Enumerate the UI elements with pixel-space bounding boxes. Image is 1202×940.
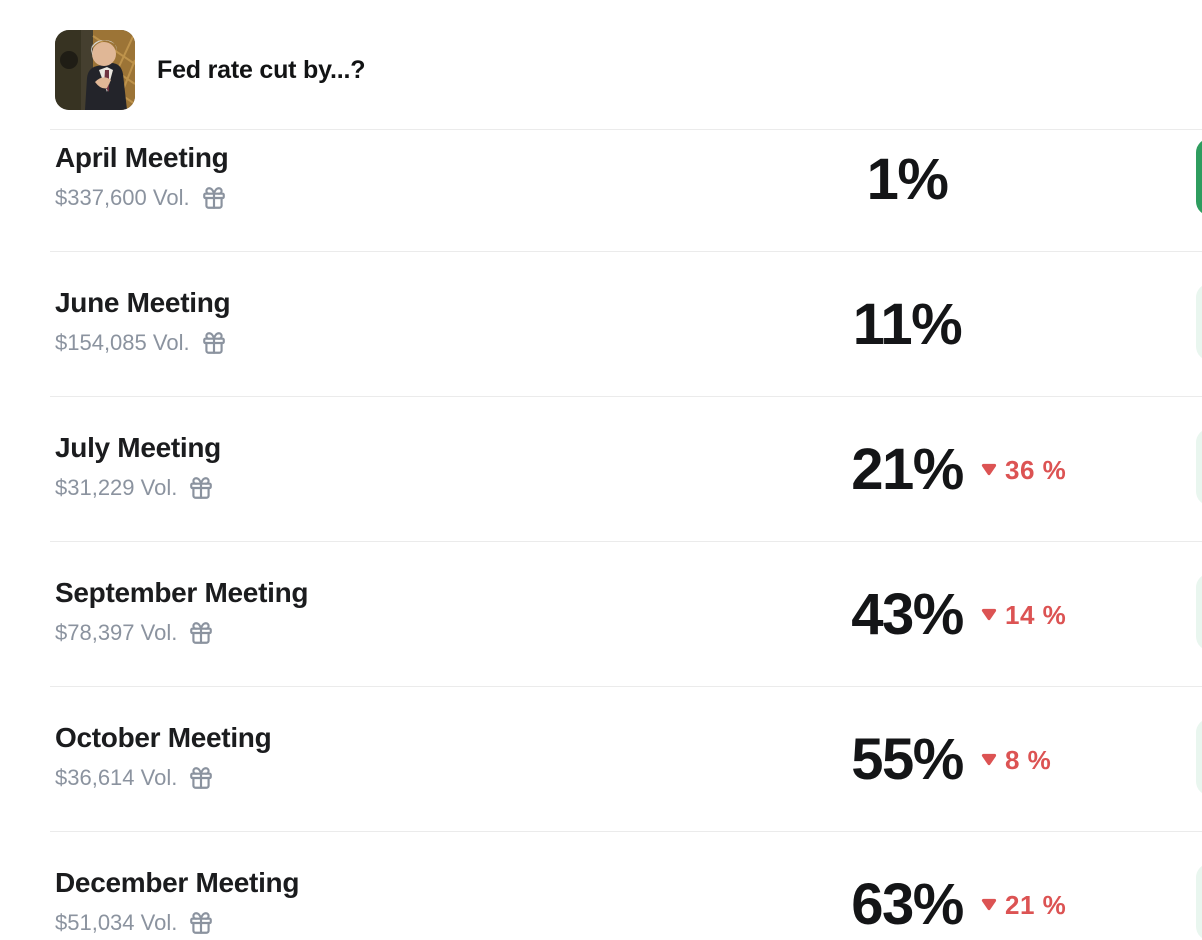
volume-value: $78,397 Vol. (55, 619, 178, 645)
market-title: September Meeting (55, 576, 309, 608)
buy-button[interactable] (1196, 428, 1202, 505)
buy-button[interactable] (1196, 283, 1202, 360)
chance-value: 1% (866, 146, 949, 212)
volume-line: $337,600 Vol. (55, 184, 228, 212)
row-meta: June Meeting $154,085 Vol. (55, 286, 231, 357)
triangle-down-icon (981, 753, 997, 766)
buy-button[interactable] (1196, 863, 1202, 940)
row-meta: April Meeting $337,600 Vol. (55, 141, 229, 212)
volume-line: $51,034 Vol. (55, 909, 299, 937)
market-row-april[interactable]: April Meeting $337,600 Vol. 1% (0, 107, 1202, 252)
chance-value: 43% (851, 581, 964, 647)
gift-icon[interactable] (201, 185, 227, 211)
buy-button[interactable] (1196, 718, 1202, 795)
volume-value: $337,600 Vol. (55, 184, 190, 210)
gift-icon[interactable] (188, 765, 214, 791)
powell-photo-illustration (55, 30, 135, 110)
gift-icon[interactable] (201, 330, 227, 356)
volume-line: $78,397 Vol. (55, 619, 308, 647)
gift-icon[interactable] (188, 475, 214, 501)
market-title: October Meeting (55, 721, 272, 753)
change-value: 21 % (1005, 889, 1067, 920)
row-meta: December Meeting $51,034 Vol. (55, 867, 299, 937)
market-title: June Meeting (55, 286, 231, 318)
change-value: 36 % (1005, 454, 1067, 485)
market-row-october[interactable]: October Meeting $36,614 Vol. 55% 8 % (0, 687, 1202, 832)
row-meta: July Meeting $31,229 Vol. (55, 432, 221, 502)
buy-button[interactable] (1196, 573, 1202, 650)
market-row-december[interactable]: December Meeting $51,034 Vol. 63% 21 % (0, 832, 1202, 940)
market-header: Fed rate cut by...? (0, 0, 1202, 130)
gift-icon[interactable] (188, 620, 214, 646)
chance-value: 11% (852, 291, 963, 357)
volume-value: $51,034 Vol. (55, 909, 178, 935)
triangle-down-icon (981, 463, 997, 476)
change-indicator: 36 % (981, 457, 1066, 483)
change-indicator: 21 % (981, 892, 1066, 918)
market-title: April Meeting (55, 141, 229, 173)
market-list: April Meeting $337,600 Vol. 1% June Meet… (0, 107, 1202, 940)
change-indicator: 14 % (981, 602, 1066, 628)
volume-value: $154,085 Vol. (55, 329, 190, 355)
volume-line: $154,085 Vol. (55, 329, 230, 357)
market-title: July Meeting (55, 431, 221, 463)
change-indicator: 8 % (981, 747, 1051, 773)
market-question: Fed rate cut by...? (157, 55, 366, 84)
avatar (55, 30, 135, 110)
triangle-down-icon (981, 898, 997, 911)
volume-value: $36,614 Vol. (55, 764, 178, 790)
buy-button[interactable] (1196, 138, 1202, 215)
triangle-down-icon (981, 608, 997, 621)
volume-line: $31,229 Vol. (55, 474, 221, 502)
volume-line: $36,614 Vol. (55, 764, 271, 792)
row-meta: October Meeting $36,614 Vol. (55, 721, 272, 792)
volume-value: $31,229 Vol. (55, 474, 178, 500)
row-meta: September Meeting $78,397 Vol. (55, 577, 308, 647)
chance-value: 55% (851, 726, 964, 792)
change-value: 14 % (1005, 599, 1067, 630)
market-row-july[interactable]: July Meeting $31,229 Vol. 21% 36 % (0, 397, 1202, 542)
market-row-september[interactable]: September Meeting $78,397 Vol. 43% 14 % (0, 542, 1202, 687)
chance-value: 63% (851, 871, 964, 937)
gift-icon[interactable] (188, 910, 214, 936)
market-row-june[interactable]: June Meeting $154,085 Vol. 11% (0, 252, 1202, 397)
change-value: 8 % (1005, 744, 1052, 775)
market-title: December Meeting (55, 866, 300, 898)
chance-value: 21% (851, 436, 964, 502)
